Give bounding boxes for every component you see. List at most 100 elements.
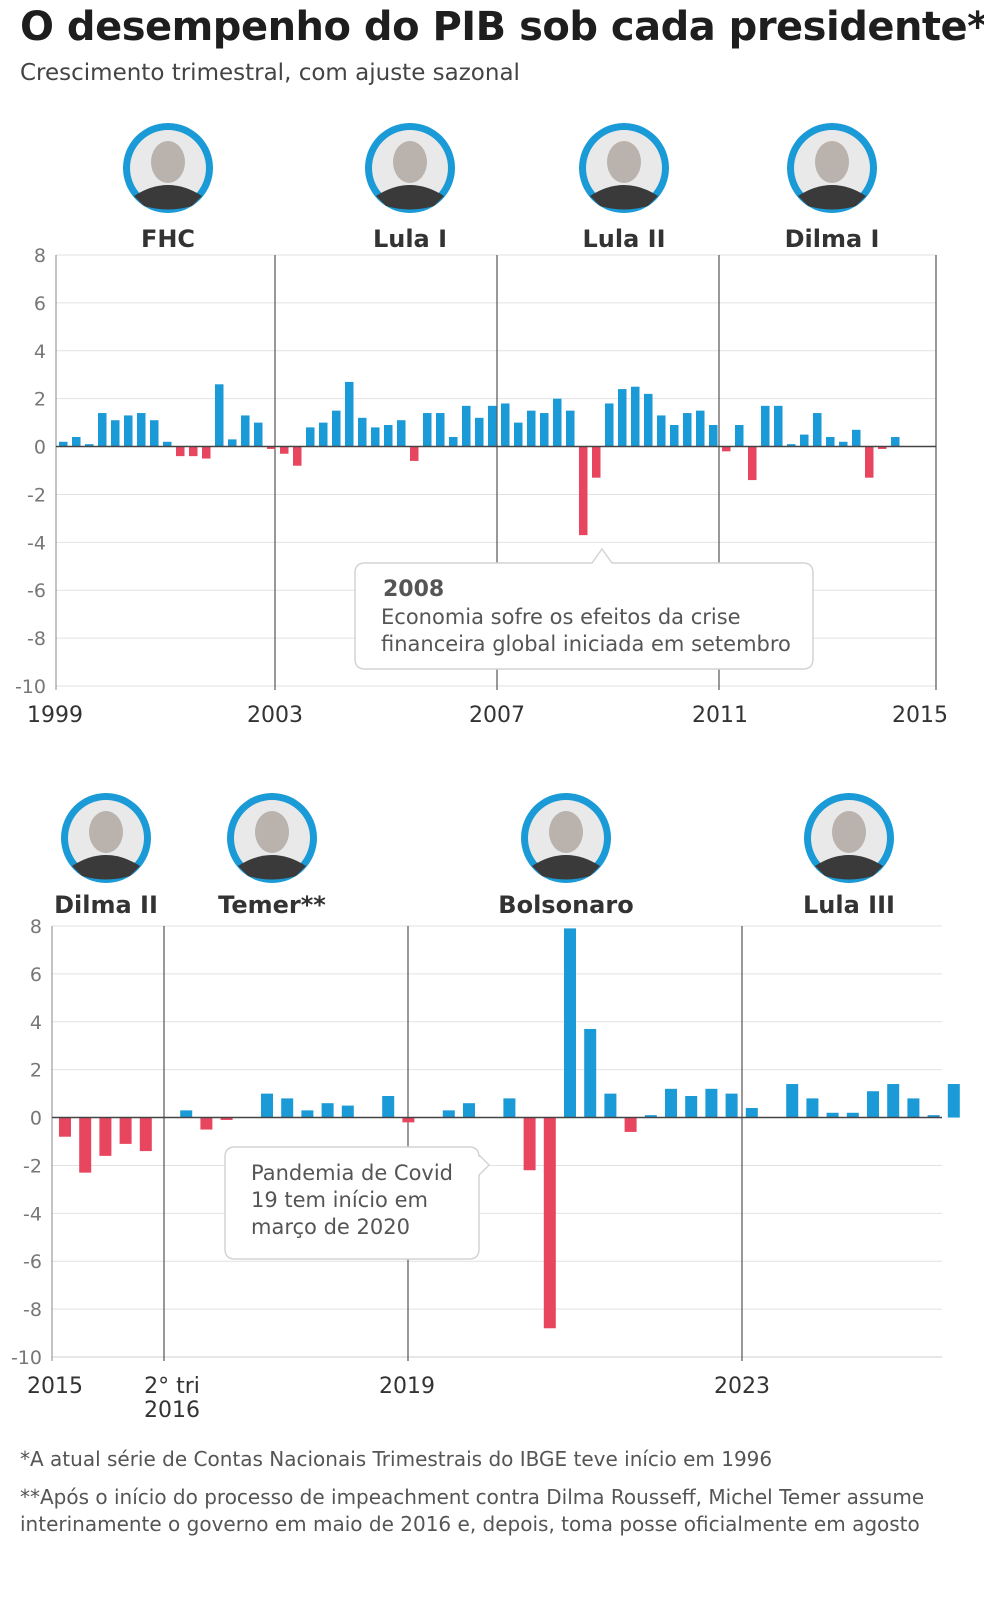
bar	[800, 434, 809, 447]
president-avatar	[365, 123, 455, 213]
annotation-text: Economia sofre os efeitos da crise	[381, 605, 741, 629]
y-tick-label: -2	[23, 1155, 42, 1177]
bar	[319, 422, 328, 447]
bar	[644, 1115, 657, 1118]
bar	[657, 415, 666, 447]
bar	[527, 410, 536, 447]
bar	[761, 405, 770, 447]
bar	[806, 1098, 819, 1118]
bar	[813, 413, 822, 447]
bar	[137, 413, 146, 447]
bar	[947, 1084, 960, 1118]
avatar-body	[532, 855, 600, 880]
y-tick-label: -10	[15, 676, 46, 698]
x-tick-label: 2023	[714, 1374, 770, 1399]
bar	[826, 436, 835, 447]
bar	[774, 405, 783, 447]
bar	[605, 403, 614, 447]
bar	[301, 1110, 314, 1118]
bar	[624, 1117, 637, 1132]
bar	[59, 1117, 71, 1137]
avatar-body	[815, 855, 883, 880]
avatar-body	[134, 185, 202, 210]
bar	[124, 415, 133, 447]
president-name: Temer**	[218, 891, 326, 919]
chart-subtitle: Crescimento trimestral, com ajuste sazon…	[20, 60, 520, 86]
annotation-text: financeira global iniciada em setembro	[381, 632, 791, 656]
annotation-box	[354, 547, 814, 670]
avatar-face	[549, 811, 583, 853]
bar	[261, 1093, 273, 1118]
bar	[163, 441, 172, 447]
y-tick-label: -8	[23, 1299, 42, 1321]
bar	[371, 427, 380, 447]
annotation-text: março de 2020	[251, 1215, 410, 1239]
y-tick-label: 6	[34, 293, 46, 315]
annotation-text: Pandemia de Covid	[251, 1161, 453, 1185]
president-name: Lula III	[803, 891, 895, 919]
y-tick-label: 0	[34, 437, 46, 459]
y-tick-label: -8	[27, 628, 46, 650]
bar	[665, 1088, 677, 1118]
bar	[358, 417, 367, 447]
president-name: Dilma II	[54, 891, 158, 919]
bar	[449, 436, 458, 447]
avatar-face	[815, 141, 849, 183]
bar	[332, 410, 341, 447]
x-tick-label: 2° tri 2016	[144, 1374, 200, 1423]
x-tick-label: 1999	[27, 703, 83, 728]
avatar-body	[72, 855, 140, 880]
bar	[584, 1028, 597, 1118]
y-tick-label: -10	[11, 1347, 42, 1369]
avatar-face	[393, 141, 427, 183]
bar	[321, 1103, 334, 1118]
bar	[540, 413, 549, 447]
bar	[514, 422, 523, 447]
bar	[410, 446, 419, 461]
bar	[670, 425, 679, 447]
bar	[241, 415, 250, 447]
president-avatar	[227, 793, 317, 883]
bar	[436, 413, 445, 447]
annotation-title: 2008	[383, 577, 444, 602]
footnote-temer: **Após o início do processo de impeachme…	[20, 1485, 925, 1536]
bar	[281, 1098, 294, 1118]
y-tick-label: 2	[30, 1060, 42, 1082]
bar	[543, 1117, 556, 1329]
president-name: Bolsonaro	[498, 891, 633, 919]
y-tick-label: -6	[23, 1251, 42, 1273]
bar	[384, 425, 393, 447]
bar	[111, 420, 120, 447]
y-tick-label: 8	[34, 245, 46, 267]
bar	[523, 1117, 536, 1171]
president-avatar	[61, 793, 151, 883]
president-avatar	[804, 793, 894, 883]
bar	[846, 1112, 859, 1118]
bar	[402, 1117, 415, 1123]
bar	[592, 446, 601, 478]
bar	[228, 439, 237, 447]
bar	[98, 413, 107, 447]
avatar-body	[798, 185, 866, 210]
bar	[618, 389, 627, 447]
bar	[553, 398, 562, 447]
annotation-box	[224, 1146, 491, 1260]
avatar-body	[238, 855, 306, 880]
bar	[189, 446, 198, 457]
y-tick-label: 4	[34, 341, 46, 363]
avatar-face	[151, 141, 185, 183]
bar	[564, 928, 576, 1118]
bar	[787, 444, 796, 447]
bar	[887, 1084, 900, 1118]
bar	[631, 386, 640, 447]
bar	[644, 393, 653, 447]
bar	[397, 420, 406, 447]
y-tick-label: -4	[27, 532, 46, 554]
y-tick-label: 6	[30, 964, 42, 986]
bar	[579, 446, 588, 536]
bar	[85, 444, 94, 447]
bar	[306, 427, 315, 447]
bar	[839, 441, 848, 447]
bar	[878, 446, 887, 449]
bar	[891, 436, 900, 447]
